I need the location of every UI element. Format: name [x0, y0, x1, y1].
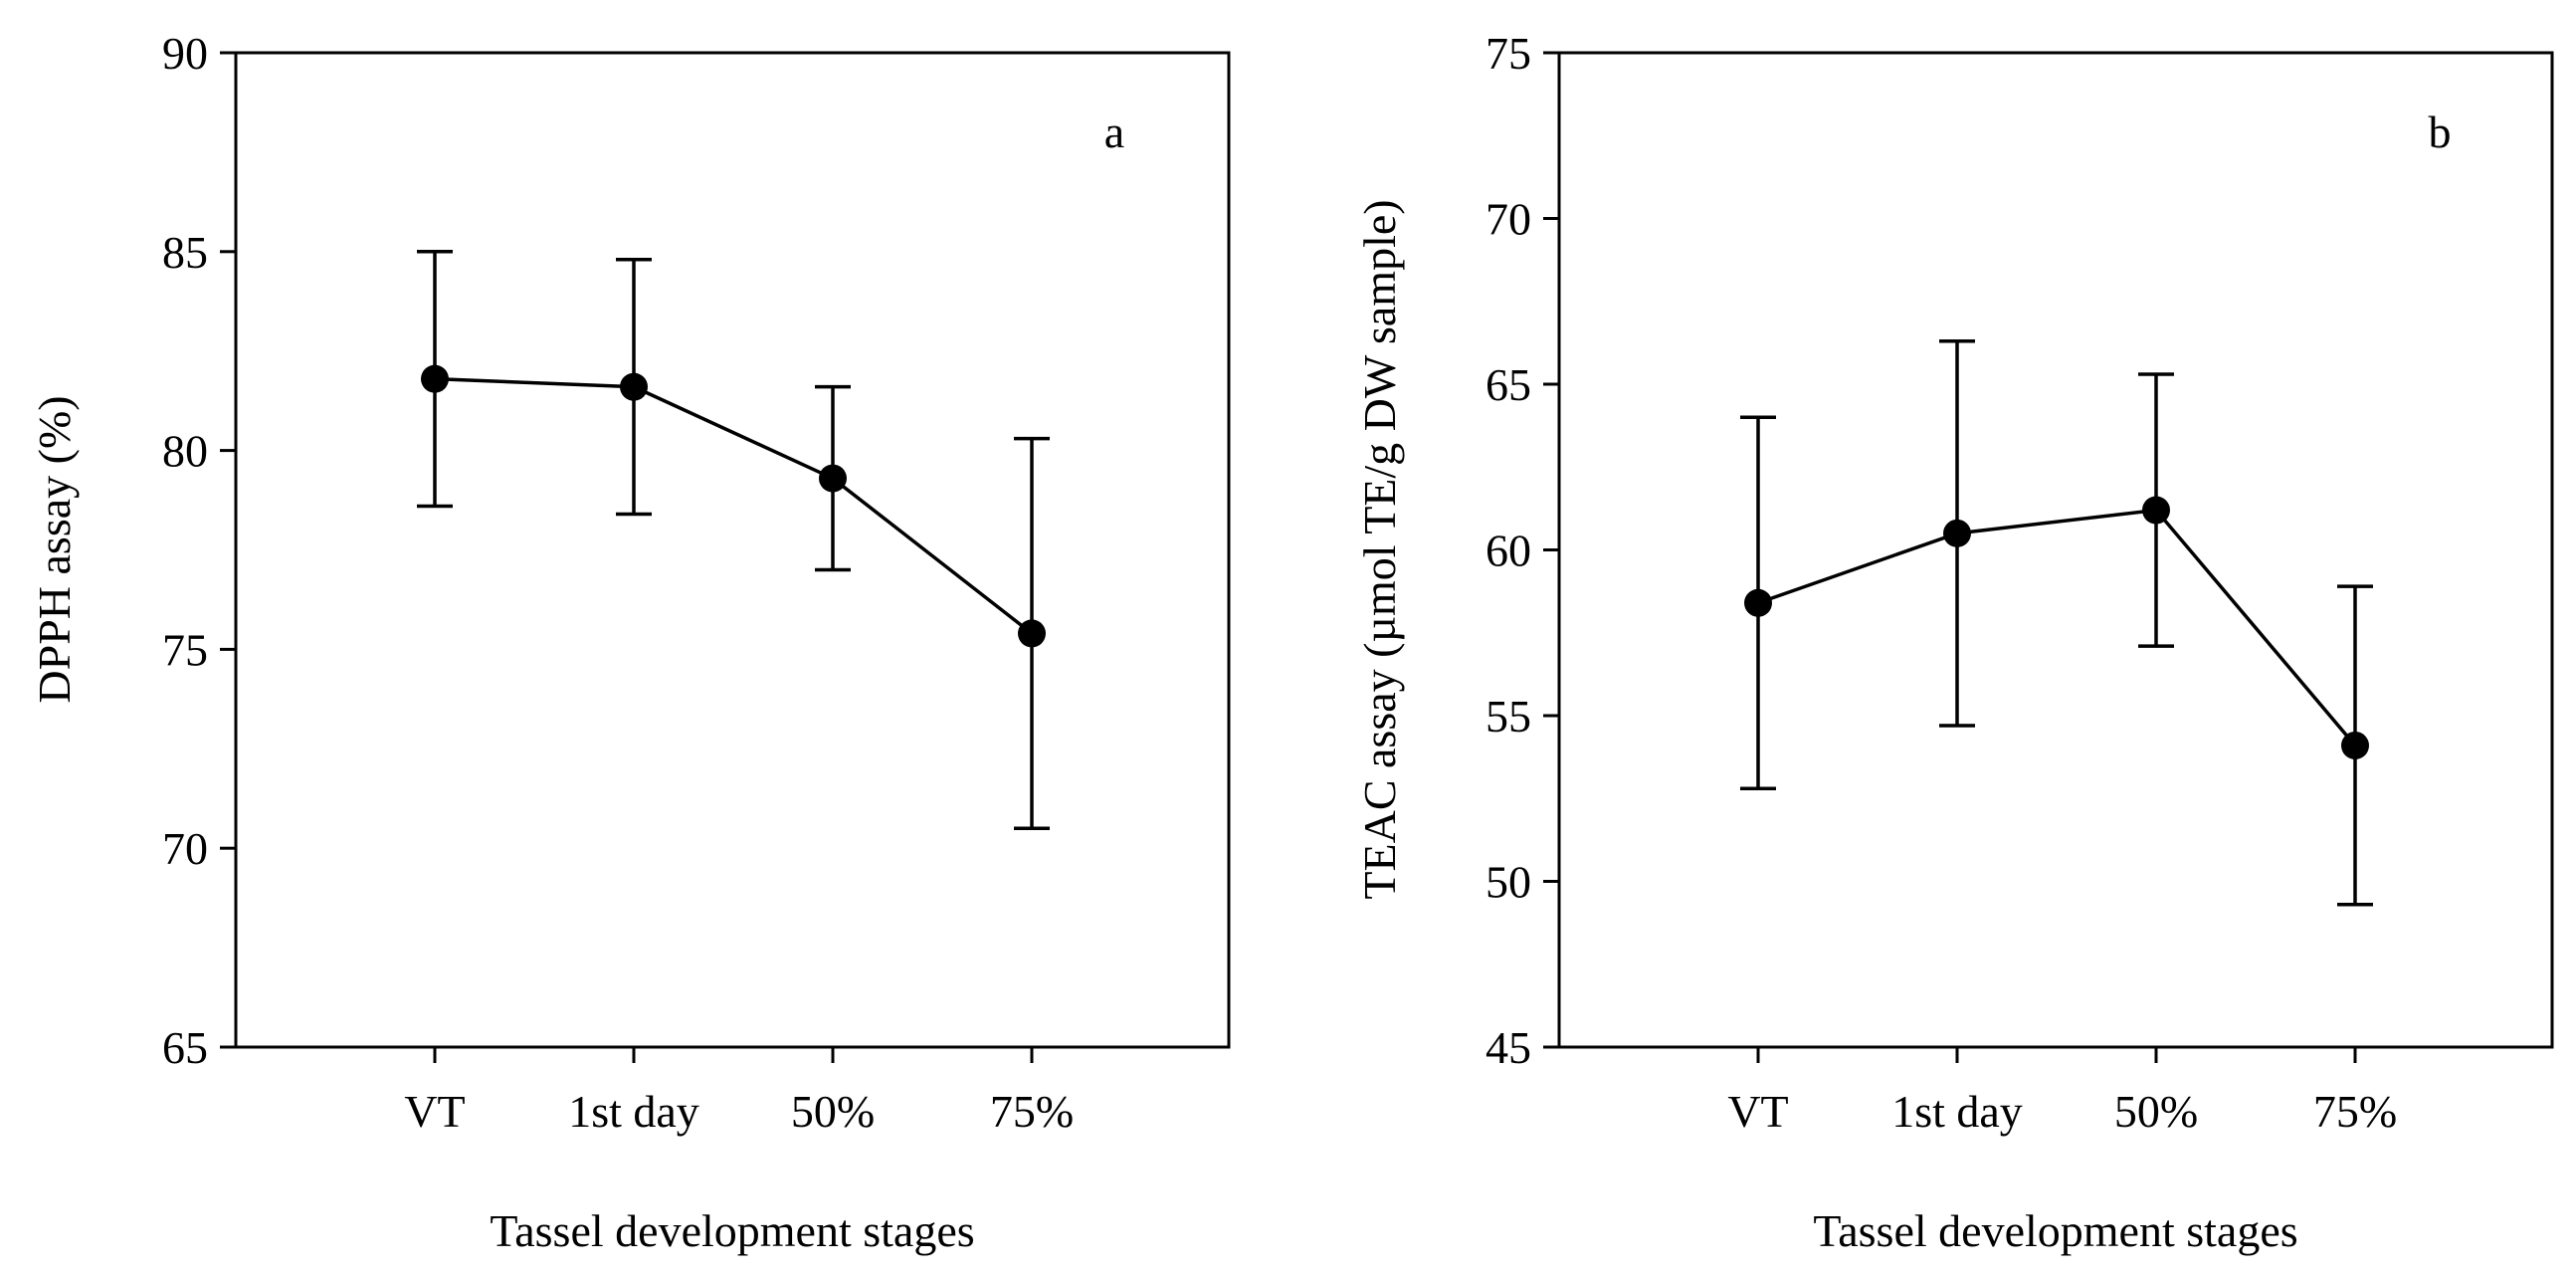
- panel-b-y-axis-title: TEAC assay (µmol TE/g DW sample): [1354, 199, 1405, 899]
- panel-a-plot-frame: [234, 51, 1231, 1049]
- panel-a-series-lines: [434, 376, 1034, 635]
- panel-b-x-tick-label: 1st day: [1891, 1086, 2023, 1137]
- panel-a-x-axis-title: Tassel development stages: [490, 1205, 974, 1256]
- panel-b-y-ticks: 45 50 55 60 65 70 75: [1486, 28, 1559, 1073]
- panel-b-x-tick-label: 50%: [2114, 1086, 2198, 1137]
- panel-b-y-tick-label: 60: [1486, 526, 1531, 576]
- panel-a-series-line: [434, 376, 1034, 635]
- panel-a-data-point: [819, 464, 847, 493]
- panel-a-data-point: [1018, 619, 1046, 648]
- panel-b-data-point: [2341, 731, 2369, 759]
- panel-a-error-bars: [417, 250, 1050, 830]
- panel-b-teac-chart: b Tassel development stages TEAC assay (…: [1354, 28, 2554, 1256]
- panel-a-y-tick-label: 75: [162, 624, 208, 675]
- panel-b-series-lines: [1757, 508, 2357, 747]
- panel-b-data-point: [2142, 496, 2170, 525]
- panel-b-data-point: [1943, 519, 1971, 547]
- panel-a-y-tick-label: 65: [162, 1022, 208, 1073]
- panel-a-y-tick-label: 85: [162, 227, 208, 278]
- panel-b-error-bars: [1740, 338, 2373, 907]
- panel-b-series-line: [1757, 508, 2357, 747]
- panel-a-x-tick-label: 1st day: [568, 1086, 699, 1137]
- panel-b-y-tick-label: 55: [1486, 691, 1531, 742]
- panel-a-label: a: [1104, 107, 1124, 157]
- panel-a-x-tick-label: VT: [404, 1086, 465, 1137]
- panel-b-x-tick-label: 75%: [2313, 1086, 2397, 1137]
- panel-b-data-point: [1744, 588, 1772, 617]
- panel-a-y-tick-label: 90: [162, 28, 208, 79]
- panel-a-x-tick-label: 50%: [791, 1086, 875, 1137]
- panel-b-y-tick-label: 45: [1486, 1022, 1531, 1073]
- panel-a-y-axis-title: DPPH assay (%): [29, 395, 80, 703]
- panel-a-x-tick-label: 75%: [990, 1086, 1074, 1137]
- panel-b-x-tick-label: VT: [1727, 1086, 1788, 1137]
- panel-b-y-tick-label: 75: [1486, 28, 1531, 79]
- panel-a-data-point: [421, 364, 449, 393]
- panel-a-data-points: [421, 364, 1046, 648]
- panel-b-y-tick-label: 50: [1486, 857, 1531, 908]
- panel-a-x-ticks: VT 1st day 50% 75%: [404, 1047, 1074, 1137]
- panel-b-label: b: [2429, 107, 2452, 157]
- panel-b-data-points: [1744, 496, 2369, 759]
- panel-b-x-ticks: VT 1st day 50% 75%: [1727, 1047, 2397, 1137]
- panel-a-y-ticks: 65 70 75 80 85 90: [162, 28, 236, 1073]
- panel-b-x-axis-title: Tassel development stages: [1813, 1205, 2297, 1256]
- panel-b-plot-frame: [1557, 51, 2554, 1049]
- panel-b-y-tick-label: 70: [1486, 194, 1531, 245]
- panel-a-data-point: [620, 372, 648, 401]
- panel-a-dpph-chart: a Tassel development stages DPPH assay (…: [29, 28, 1231, 1256]
- panel-a-y-tick-label: 80: [162, 426, 208, 477]
- panel-b-y-tick-label: 65: [1486, 359, 1531, 410]
- panel-a-y-tick-label: 70: [162, 823, 208, 874]
